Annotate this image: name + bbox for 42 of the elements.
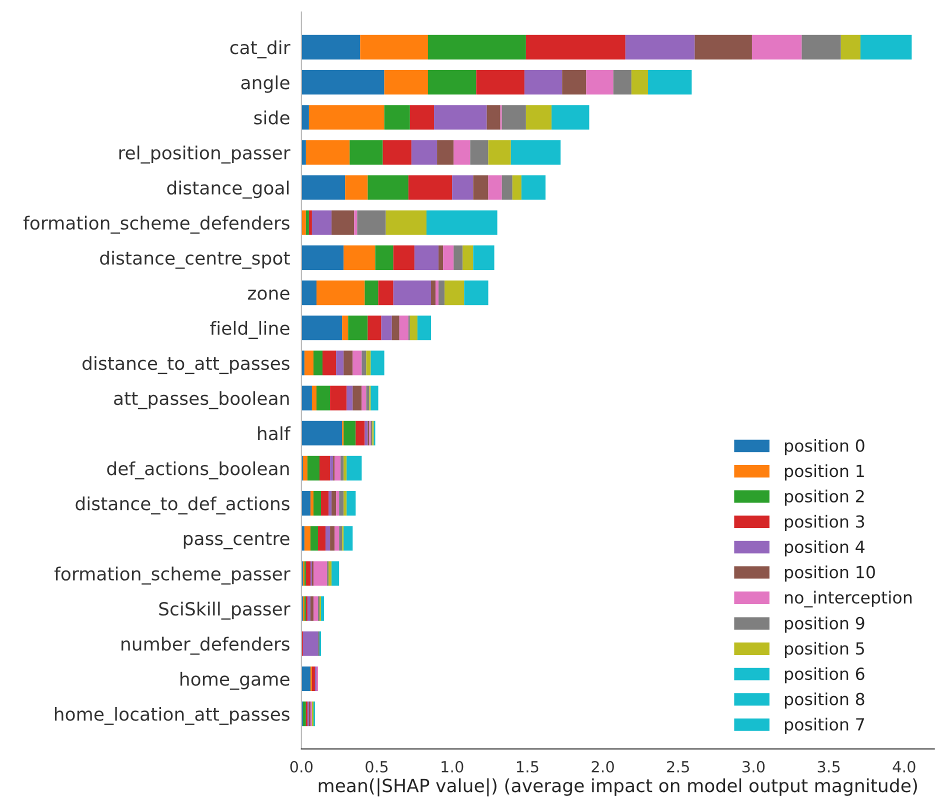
x-tick-label: 2.0: [592, 760, 614, 773]
y-tick-label: cat_dir: [230, 40, 290, 58]
legend-label: position 5: [785, 642, 864, 658]
y-tick-label: formation_scheme_passer: [54, 566, 290, 585]
y-tick-label: zone: [248, 290, 290, 300]
legend-label: position 4: [785, 540, 864, 556]
legend-label: position 9: [785, 616, 864, 633]
y-tick-label: angle: [241, 75, 290, 93]
x-tick-label: 1.0: [442, 760, 464, 773]
y-tick-label: rel_position_passer: [119, 146, 290, 164]
y-tick-label: distance_centre_spot: [100, 250, 290, 269]
y-tick-label: formation_scheme_defenders: [23, 216, 290, 234]
legend-label: position 1: [785, 464, 864, 480]
legend-label: no_interception: [785, 590, 912, 608]
y-tick-label: SciSkill_passer: [159, 602, 290, 620]
y-tick-label: half: [258, 426, 291, 440]
x-tick-label: 3.5: [818, 760, 840, 773]
y-tick-label: field_line: [210, 321, 290, 339]
legend-label: position 8: [785, 692, 864, 709]
legend-label: position 3: [785, 514, 864, 532]
y-tick-label: distance_goal: [167, 180, 289, 199]
legend-label: position 2: [785, 490, 864, 506]
legend-label: position 7: [785, 718, 864, 734]
y-tick-label: side: [254, 110, 290, 124]
y-tick-label: distance_to_def_actions: [76, 496, 290, 514]
legend-label: position 10: [785, 566, 875, 582]
x-tick-label: 1.5: [516, 761, 538, 773]
x-axis-title: mean(|SHAP value|) (average impact on model output magnitude): [318, 778, 917, 796]
x-tick-label: 2.5: [667, 760, 689, 773]
y-tick-label: distance_to_att_passes: [82, 356, 290, 374]
y-tick-label: pass_centre: [184, 532, 290, 550]
y-tick-label: home_location_att_passes: [54, 706, 290, 725]
x-tick-label: 4.0: [892, 760, 916, 773]
x-tick-label: 0.0: [290, 760, 313, 773]
x-tick-label: 0.5: [366, 760, 388, 773]
legend-label: position 6: [785, 667, 864, 684]
y-tick-label: att_passes_boolean: [114, 391, 289, 410]
y-tick-label: home_game: [180, 672, 290, 690]
y-tick-label: def_actions_boolean: [107, 461, 289, 480]
x-tick-label: 3.0: [742, 760, 765, 773]
y-tick-label: number_defenders: [122, 636, 290, 655]
legend-label: position 0: [785, 439, 864, 456]
